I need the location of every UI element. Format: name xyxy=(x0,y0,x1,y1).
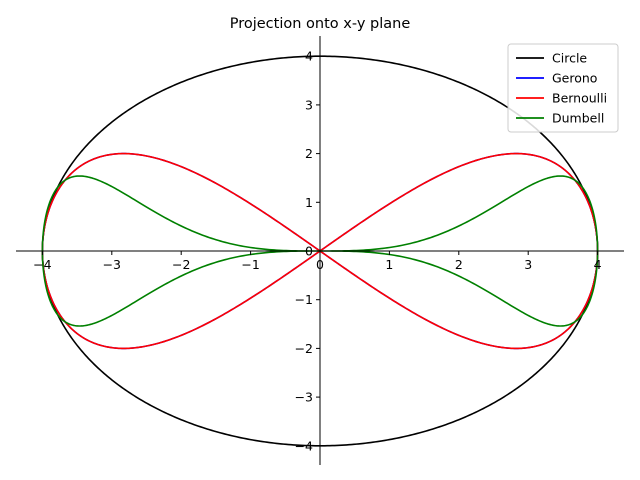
legend-box xyxy=(507,43,619,133)
x-tick-label: 1 xyxy=(385,257,393,272)
x-tick-label: −1 xyxy=(241,257,259,272)
y-tick-label: −2 xyxy=(295,341,313,356)
y-tick-label: 3 xyxy=(305,97,313,112)
axes-layer: −4 −3 −2 −1 0 1 2 3 4 −4 −3 −2 −1 0 1 2 3 4 xyxy=(16,36,624,465)
x-tick-label: 0 xyxy=(316,257,324,272)
y-tick-label: −1 xyxy=(295,292,313,307)
legend-label-bernoulli: Bernoulli xyxy=(552,91,607,106)
x-tick-label: 3 xyxy=(524,257,532,272)
x-tick-label: −4 xyxy=(33,257,51,272)
y-tick-label: −3 xyxy=(295,390,313,405)
legend-label-gerono: Gerono xyxy=(552,71,597,86)
y-tick-label: −4 xyxy=(295,438,313,453)
x-tick-label: −2 xyxy=(172,257,190,272)
x-tick-label: 4 xyxy=(594,257,602,272)
chart-title: Projection onto x-y plane xyxy=(230,16,411,32)
y-tick-label: 0 xyxy=(305,244,313,259)
legend-label-dumbell: Dumbell xyxy=(552,111,604,126)
y-tick-label: 2 xyxy=(305,146,313,161)
y-tick-label: 4 xyxy=(305,49,313,64)
legend-label-circle: Circle xyxy=(552,51,587,66)
y-tick-label: 1 xyxy=(305,195,313,210)
legend: Circle Gerono Bernoulli Dumbell xyxy=(507,43,619,133)
x-tick-label: −3 xyxy=(103,257,121,272)
x-tick-label: 2 xyxy=(455,257,463,272)
